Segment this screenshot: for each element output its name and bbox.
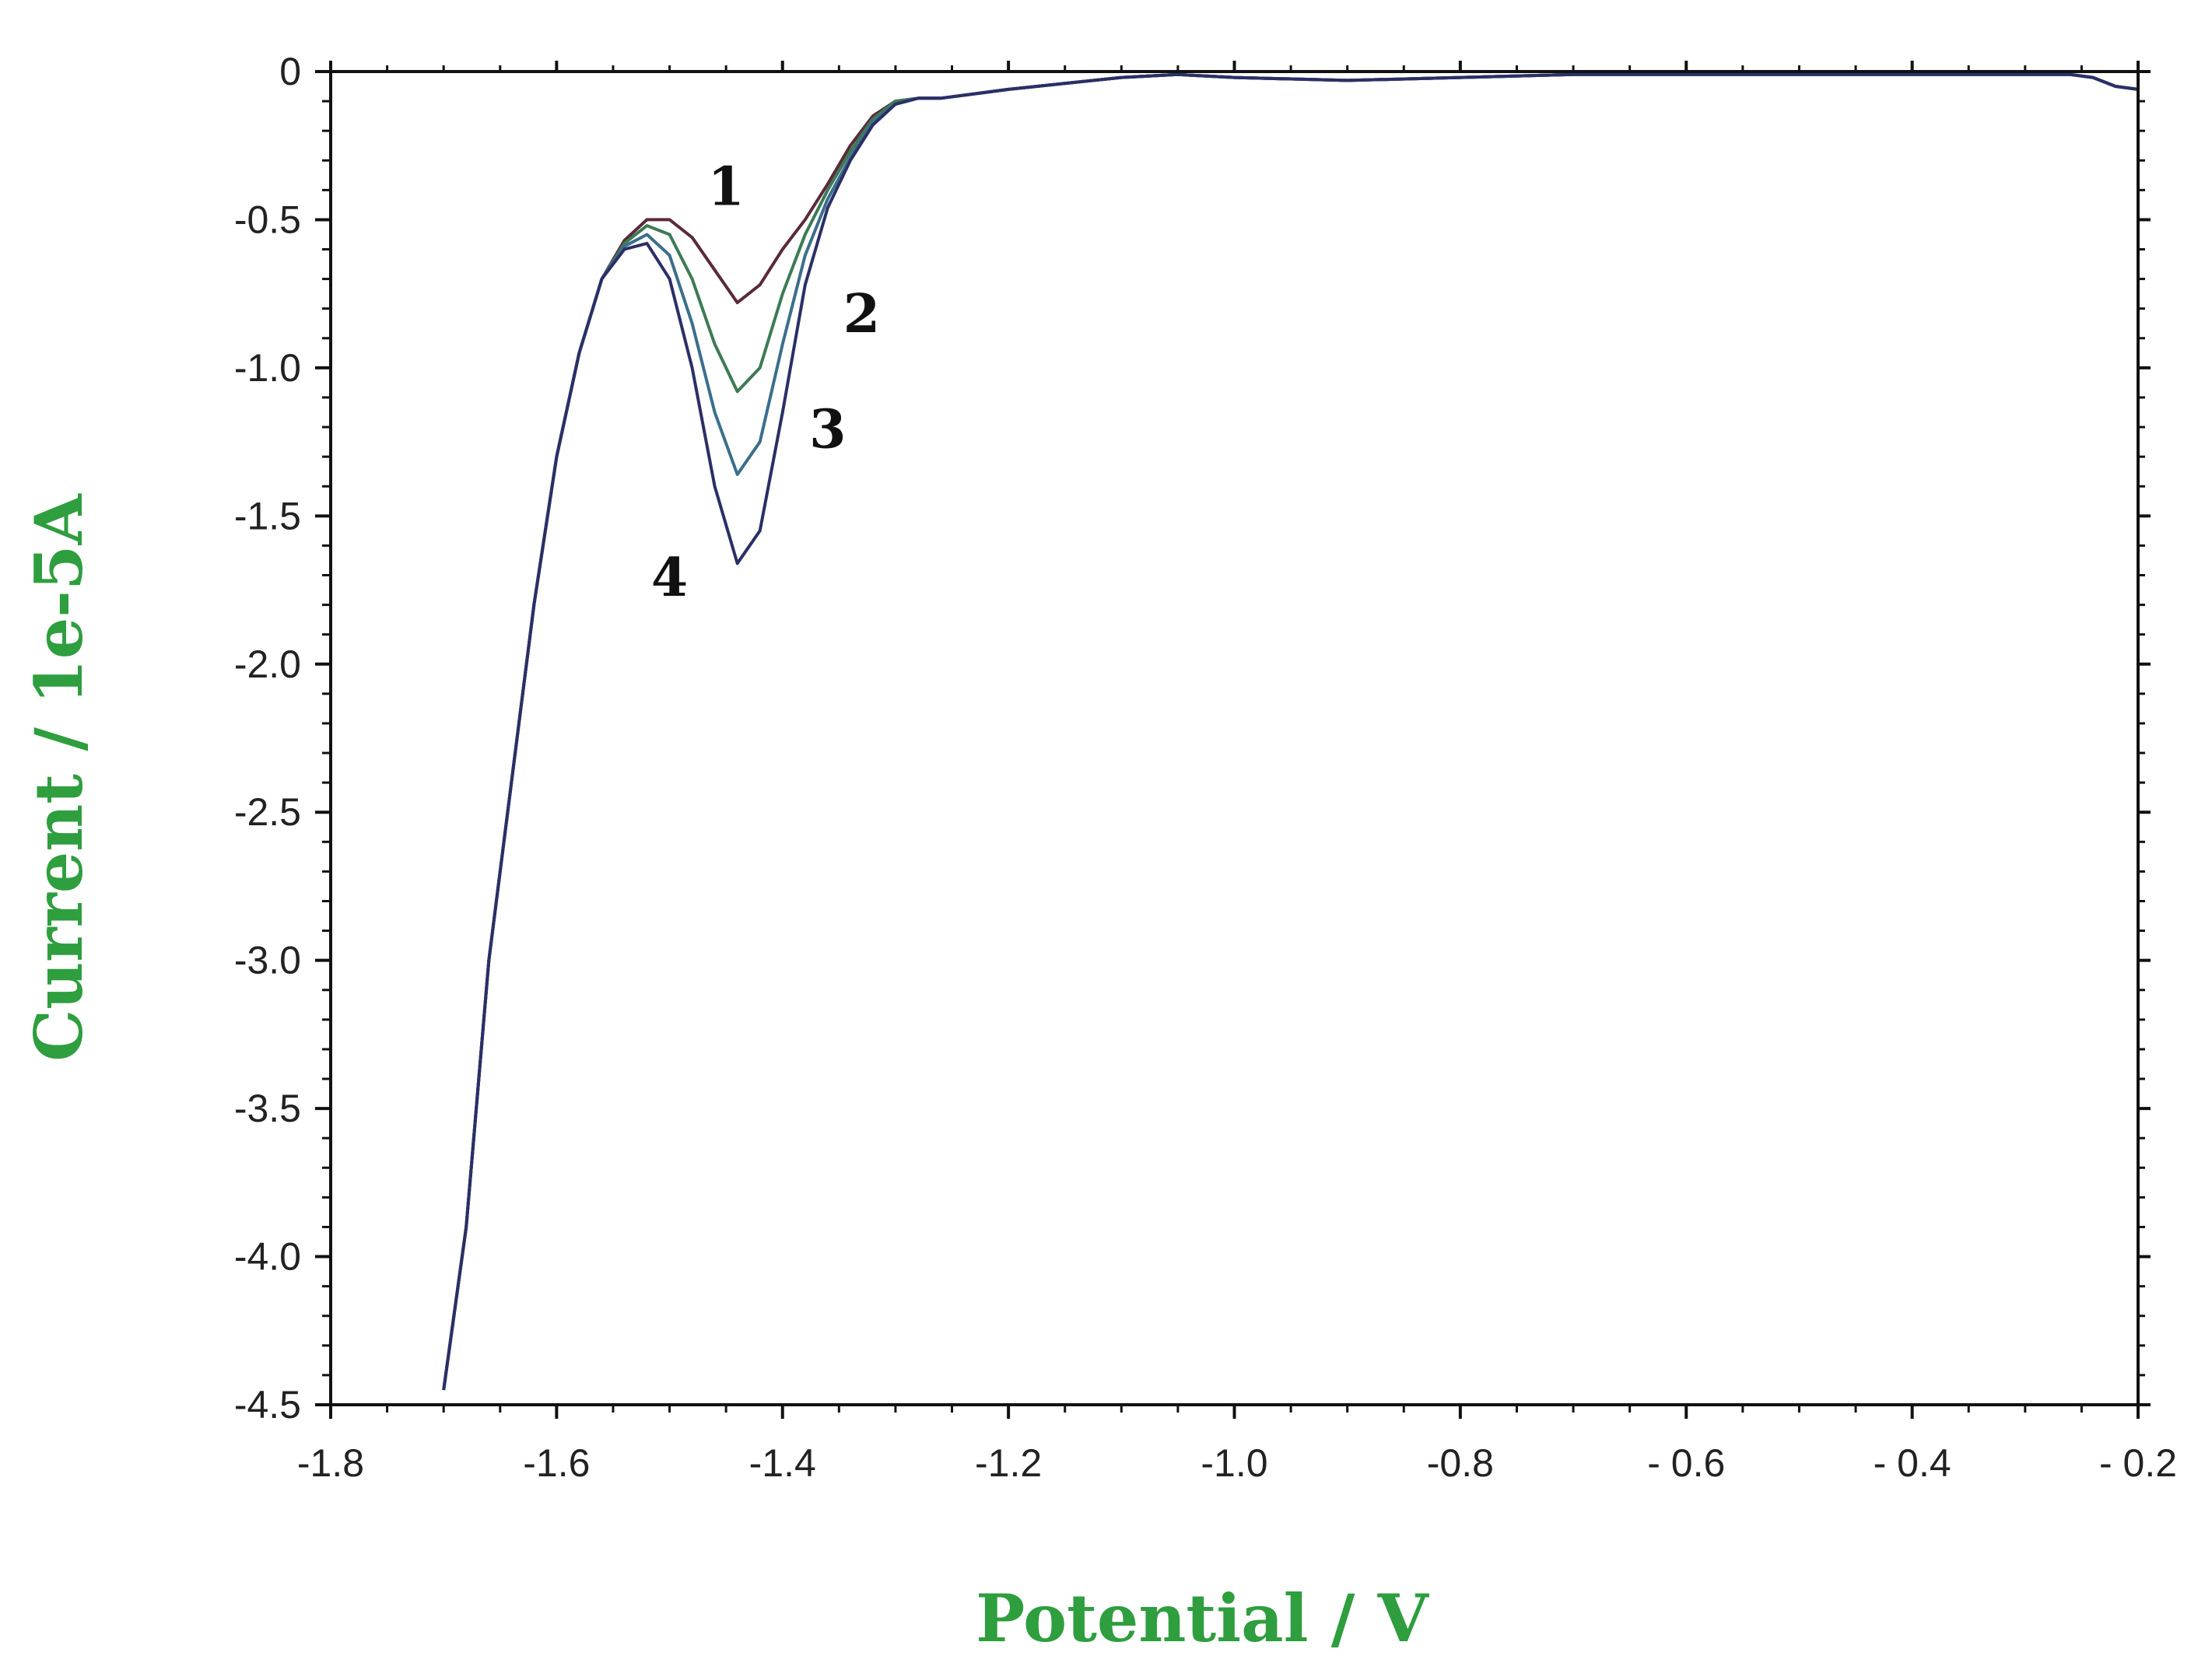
x-tick-label: -1.8	[297, 1441, 364, 1485]
y-tick-label: -2.0	[234, 642, 301, 686]
y-tick-label: -2.5	[234, 790, 301, 834]
y-tick-label: -4.5	[234, 1383, 301, 1427]
series-line-1	[442, 72, 2139, 1391]
labels-layer: 1 2 3 4	[651, 156, 880, 609]
y-tick-label: 0	[279, 50, 301, 93]
y-tick-label: -1.5	[234, 494, 301, 537]
x-tick-label: -0.8	[1427, 1441, 1494, 1485]
y-axis-title: Current / 1e-5A	[20, 493, 97, 1062]
curve-label-3: 3	[809, 399, 846, 461]
x-axis-title: Potential / V	[976, 1580, 1429, 1657]
y-tick-label: -3.5	[234, 1087, 301, 1130]
y-tick-label: -0.5	[234, 198, 301, 241]
curve-label-2: 2	[843, 283, 880, 345]
x-tick-label: - 0.2	[2099, 1441, 2177, 1485]
x-tick-label: -1.6	[523, 1441, 590, 1485]
series-line-2	[442, 72, 2139, 1391]
y-tick-label: -3.0	[234, 939, 301, 982]
x-tick-label: -1.2	[975, 1441, 1042, 1485]
axes-layer: -1.8 -1.6 -1.4 -1.2 -1.0 -0.8 - 0.6 - 0.4 - 0.2 0…	[234, 50, 2177, 1485]
x-tick-label: -1.0	[1201, 1441, 1267, 1485]
y-tick-label: -1.0	[234, 346, 301, 390]
curve-label-1: 1	[707, 156, 744, 218]
y-tick-label: -4.0	[234, 1235, 301, 1279]
curves-layer	[442, 72, 2139, 1391]
x-tick-label: -1.4	[749, 1441, 816, 1485]
series-line-4	[442, 72, 2139, 1391]
x-tick-label: - 0.4	[1874, 1441, 1951, 1485]
series-line-3	[442, 72, 2139, 1391]
curve-label-4: 4	[651, 547, 688, 609]
x-tick-label: - 0.6	[1647, 1441, 1725, 1485]
